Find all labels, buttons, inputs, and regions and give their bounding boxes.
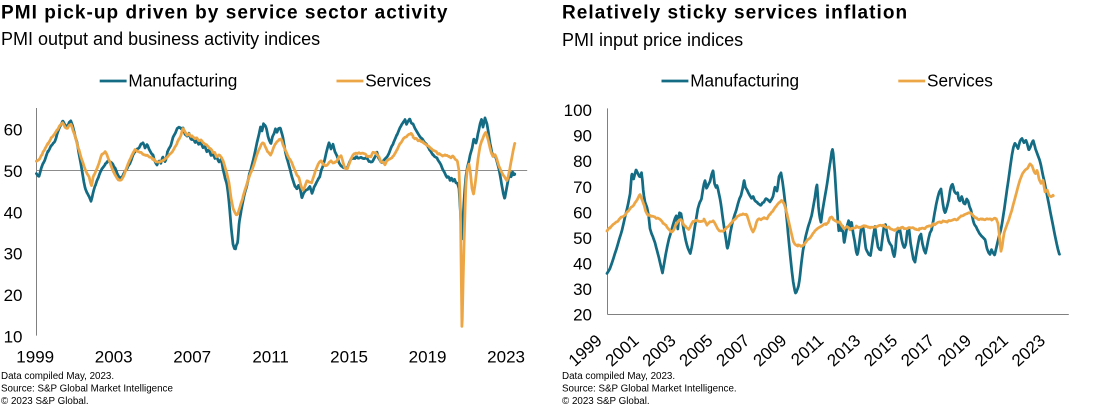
svg-text:10: 10 xyxy=(4,327,23,346)
svg-text:2019: 2019 xyxy=(409,348,447,367)
svg-text:40: 40 xyxy=(573,254,592,273)
svg-text:PMI input price indices: PMI input price indices xyxy=(562,30,743,50)
svg-text:Data compiled May, 2023.: Data compiled May, 2023. xyxy=(1,371,114,382)
svg-text:2011: 2011 xyxy=(252,348,289,367)
svg-text:80: 80 xyxy=(573,152,592,171)
svg-text:Manufacturing: Manufacturing xyxy=(690,71,799,91)
svg-text:60: 60 xyxy=(4,121,23,140)
svg-text:40: 40 xyxy=(4,203,23,222)
svg-text:Services: Services xyxy=(927,71,993,91)
svg-text:PMI pick-up driven by service: PMI pick-up driven by service sector act… xyxy=(1,2,448,23)
svg-text:2023: 2023 xyxy=(487,348,525,367)
svg-text:30: 30 xyxy=(4,245,23,264)
svg-text:Data compiled May, 2023.: Data compiled May, 2023. xyxy=(562,371,675,382)
svg-text:Manufacturing: Manufacturing xyxy=(128,71,237,91)
svg-text:2003: 2003 xyxy=(95,348,133,367)
svg-text:2007: 2007 xyxy=(173,348,211,367)
svg-text:20: 20 xyxy=(4,286,23,305)
svg-text:2015: 2015 xyxy=(330,348,368,367)
svg-text:Relatively sticky services inf: Relatively sticky services inflation xyxy=(562,2,908,23)
svg-text:Source: S&P Global Market Inte: Source: S&P Global Market Intelligence. xyxy=(562,384,737,395)
svg-text:PMI output and business activi: PMI output and business activity indices xyxy=(1,29,320,49)
svg-text:50: 50 xyxy=(4,162,23,181)
svg-text:30: 30 xyxy=(573,280,592,299)
svg-text:50: 50 xyxy=(573,229,592,248)
svg-text:100: 100 xyxy=(564,101,592,120)
svg-text:© 2023 S&P Global.: © 2023 S&P Global. xyxy=(1,396,89,407)
svg-text:Source: S&P Global Market Inte: Source: S&P Global Market Intelligence xyxy=(1,384,173,395)
svg-text:60: 60 xyxy=(573,203,592,222)
svg-text:70: 70 xyxy=(573,178,592,197)
svg-text:20: 20 xyxy=(573,305,592,324)
svg-text:90: 90 xyxy=(573,127,592,146)
svg-text:© 2023 S&P Global.: © 2023 S&P Global. xyxy=(562,396,650,407)
svg-text:Services: Services xyxy=(365,71,431,91)
svg-text:1999: 1999 xyxy=(16,348,54,367)
